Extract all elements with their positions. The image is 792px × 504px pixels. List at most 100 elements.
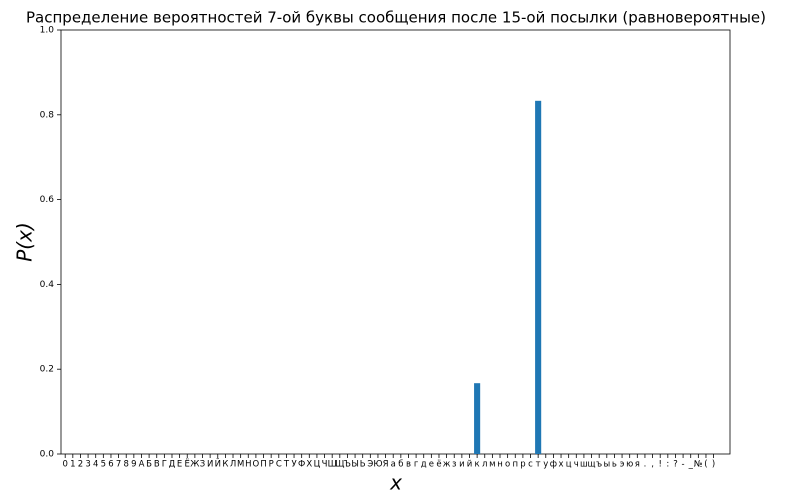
x-tick-label: ! <box>658 460 661 470</box>
x-tick-label: п <box>512 460 518 470</box>
x-tick-label: Й <box>215 458 221 470</box>
x-tick-label: Ж <box>190 460 199 470</box>
plot-frame <box>60 29 731 455</box>
x-tick-label: Я <box>383 460 389 470</box>
x-tick-label: Х <box>306 460 312 470</box>
x-tick-label: э <box>620 460 625 470</box>
x-tick-label: ч <box>574 460 579 470</box>
x-tick-label: Н <box>245 460 251 470</box>
x-tick-label: х <box>559 460 564 470</box>
x-tick-label: й <box>467 460 473 470</box>
x-tick-label: р <box>520 460 525 470</box>
x-tick-label: а <box>391 460 396 470</box>
x-tick-label: б <box>398 460 403 470</box>
x-tick-label: я <box>635 460 640 470</box>
y-tick-label: 0.8 <box>40 110 55 120</box>
x-tick-label: А <box>139 460 145 470</box>
x-tick-label: Ы <box>351 460 359 470</box>
x-tick-label: е <box>429 460 434 470</box>
x-tick-label: П <box>260 460 266 470</box>
chart-title: Распределение вероятностей 7-ой буквы со… <box>26 9 766 27</box>
x-tick-label: о <box>505 460 510 470</box>
x-tick-label: ш <box>580 460 588 470</box>
x-tick-label: з <box>452 460 457 470</box>
x-tick-label: ю <box>626 460 633 470</box>
x-tick-label: К <box>222 460 228 470</box>
x-tick-label: Ф <box>298 460 305 470</box>
x-tick-label: 1 <box>70 460 75 470</box>
x-tick-label: ( <box>704 460 707 470</box>
x-tick-label: ь <box>612 460 617 470</box>
x-tick-label: Ц <box>314 460 321 470</box>
x-tick-label: ъ <box>596 460 602 470</box>
x-tick-label: У <box>291 460 297 470</box>
x-tick-label: _ <box>688 460 694 470</box>
x-tick-label: Д <box>169 460 176 470</box>
x-tick-label: 4 <box>93 460 98 470</box>
x-tick-label: щ <box>588 460 596 470</box>
x-tick-label: , <box>651 460 654 470</box>
bar <box>474 383 481 454</box>
y-tick-label: 0.4 <box>40 280 55 290</box>
x-tick-label: 7 <box>116 460 121 470</box>
x-tick-label: Б <box>146 460 152 470</box>
x-tick-label: у <box>543 460 548 470</box>
y-tick-label: 0.6 <box>40 195 55 205</box>
x-tick-label: ) <box>712 460 715 470</box>
x-tick-label: № <box>694 460 703 470</box>
x-tick-label: : <box>666 460 669 470</box>
x-tick-label: ц <box>566 460 572 470</box>
x-tick-label: В <box>154 460 160 470</box>
x-tick-label: л <box>482 460 487 470</box>
x-tick-label: 3 <box>85 460 90 470</box>
x-tick-label: 5 <box>101 460 106 470</box>
x-tick-label: ф <box>550 460 557 470</box>
x-tick-label: С <box>276 460 282 470</box>
x-tick-label: Р <box>269 460 274 470</box>
x-tick-label: М <box>237 460 244 470</box>
x-tick-label: Ё <box>185 459 190 470</box>
y-axis-label: P(x) <box>13 222 37 262</box>
x-tick-label: т <box>536 460 541 470</box>
x-tick-label: Ч <box>322 460 328 470</box>
x-tick-label: 2 <box>78 460 83 470</box>
x-tick-label: ё <box>436 460 441 470</box>
x-tick-label: 6 <box>108 460 113 470</box>
y-tick-label: 1.0 <box>40 26 55 36</box>
x-tick-label: Ш <box>328 460 337 470</box>
x-tick-label: - <box>682 460 685 470</box>
x-tick-label: ? <box>673 460 678 470</box>
x-tick-label: и <box>459 460 465 470</box>
x-tick-label: И <box>207 460 213 470</box>
x-tick-label: г <box>414 460 419 470</box>
x-tick-label: 9 <box>131 460 136 470</box>
y-tick-label: 0.2 <box>40 365 54 375</box>
x-tick-label: Ъ <box>344 460 351 470</box>
x-tick-label: в <box>406 460 411 470</box>
x-tick-label: м <box>489 460 495 470</box>
x-tick-label: д <box>421 460 427 470</box>
x-tick-label: ы <box>603 460 610 470</box>
bar <box>535 100 542 455</box>
x-tick-label: . <box>644 460 647 470</box>
x-tick-label: Е <box>177 460 182 470</box>
x-tick-label: Л <box>230 460 236 470</box>
x-axis-label: x <box>389 471 402 495</box>
x-tick-label: 0 <box>62 460 67 470</box>
x-tick-label: Э <box>367 460 373 470</box>
x-tick-label: Г <box>162 460 167 470</box>
x-tick-label: ж <box>443 460 451 470</box>
y-tick-label: 0.0 <box>40 450 55 460</box>
x-tick-label: н <box>497 460 503 470</box>
x-tick-label: Ь <box>360 460 366 470</box>
x-tick-label: Ю <box>373 460 382 470</box>
x-tick-label: с <box>528 460 533 470</box>
x-tick-label: к <box>475 460 480 470</box>
x-tick-label: О <box>253 460 260 470</box>
x-tick-label: З <box>200 460 205 470</box>
x-tick-label: Т <box>283 460 290 470</box>
x-tick-label: Щ <box>335 460 344 470</box>
x-tick-label: 8 <box>124 460 129 470</box>
